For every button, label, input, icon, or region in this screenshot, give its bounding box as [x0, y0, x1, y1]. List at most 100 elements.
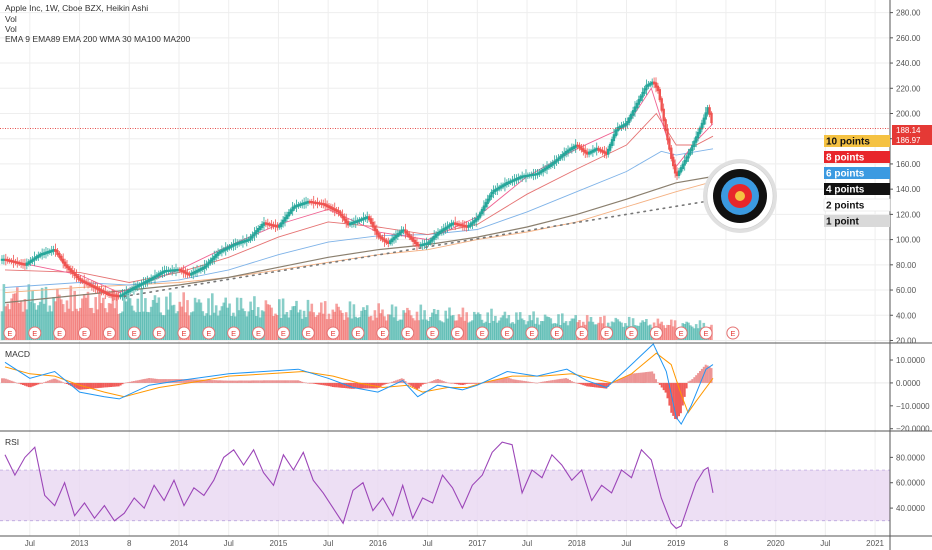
macd-hist-bar	[645, 372, 648, 383]
candle-body	[163, 270, 166, 273]
earnings-marker[interactable]	[152, 326, 166, 340]
volume-bar	[406, 307, 409, 340]
candle-body	[291, 206, 294, 212]
volume-bar	[666, 324, 669, 340]
volume-bar	[543, 314, 547, 340]
macd-hist-bar	[184, 379, 187, 383]
earnings-marker[interactable]	[624, 326, 638, 340]
macd-hist-bar	[305, 382, 307, 384]
earnings-marker[interactable]	[376, 326, 390, 340]
earnings-marker[interactable]	[28, 326, 42, 340]
volume-bar	[670, 319, 673, 340]
target-legend-label: 4 points	[826, 185, 865, 196]
earnings-marker[interactable]	[301, 326, 315, 340]
volume-bar	[170, 305, 174, 340]
volume-bar	[467, 322, 470, 340]
volume-bar	[471, 320, 474, 340]
earnings-marker[interactable]	[726, 326, 740, 340]
earnings-marker[interactable]	[699, 326, 713, 340]
macd-hist-bar	[341, 382, 344, 388]
candle-body	[635, 102, 639, 109]
candle-body	[100, 289, 103, 293]
candle-body	[260, 223, 264, 228]
candle-body	[274, 224, 277, 228]
earnings-marker[interactable]	[450, 326, 464, 340]
earnings-marker[interactable]	[127, 326, 141, 340]
candle-body	[266, 222, 269, 226]
candle-body	[102, 290, 105, 293]
earnings-marker[interactable]	[525, 326, 539, 340]
macd-hist-bar	[232, 380, 235, 383]
volume-bar	[58, 294, 61, 340]
ema200-line	[4, 175, 714, 304]
macd-pane[interactable]	[0, 343, 890, 426]
volume-bar	[532, 311, 535, 340]
macd-hist-bar	[20, 382, 23, 385]
rsi-y-tick-label: 40.0000	[896, 504, 925, 513]
candle-body	[664, 119, 667, 131]
candle-body	[629, 113, 633, 120]
earnings-marker[interactable]	[475, 326, 489, 340]
volume-bar	[337, 306, 340, 340]
candle-body	[492, 189, 495, 194]
earnings-marker[interactable]	[53, 326, 67, 340]
earnings-marker[interactable]	[550, 326, 564, 340]
macd-hist-bar	[293, 380, 296, 383]
macd-hist-bar	[50, 379, 53, 383]
earnings-marker[interactable]	[78, 326, 92, 340]
target-legend-swatch	[823, 198, 891, 212]
macd-hist-bar	[637, 372, 640, 383]
volume-bar	[637, 325, 641, 340]
earnings-marker[interactable]	[575, 326, 589, 340]
earnings-marker[interactable]	[202, 326, 216, 340]
candle-body	[40, 252, 44, 256]
volume-bar	[364, 310, 367, 340]
earnings-marker[interactable]	[177, 326, 191, 340]
volume-bar	[440, 321, 444, 340]
candle-body	[171, 269, 174, 272]
earnings-marker[interactable]	[276, 326, 290, 340]
candle-body	[369, 218, 373, 224]
macd-hist-bar	[580, 382, 583, 385]
earnings-marker[interactable]	[3, 326, 17, 340]
earnings-marker[interactable]	[326, 326, 340, 340]
macd-hist-bar	[29, 382, 32, 388]
candle-body	[119, 294, 122, 298]
volume-bar	[48, 305, 52, 340]
volume-bar	[16, 287, 19, 340]
x-tick-label: 2016	[369, 539, 387, 548]
earnings-marker[interactable]	[674, 326, 688, 340]
candle-body	[473, 219, 476, 224]
earnings-marker[interactable]	[401, 326, 415, 340]
earnings-marker[interactable]	[600, 326, 614, 340]
earnings-marker[interactable]	[426, 326, 440, 340]
volume-bar	[276, 315, 279, 340]
candle-body	[201, 266, 204, 270]
earnings-marker[interactable]	[500, 326, 514, 340]
macd-hist-bar	[16, 382, 19, 384]
volume-bar	[518, 312, 522, 340]
volume-bar	[392, 317, 396, 340]
earnings-marker[interactable]	[227, 326, 241, 340]
macd-hist-bar	[222, 380, 225, 383]
candle-body	[687, 152, 690, 159]
candle-body	[652, 81, 656, 85]
macd-hist-bar	[471, 382, 474, 384]
earnings-marker[interactable]	[649, 326, 663, 340]
earnings-marker[interactable]	[102, 326, 116, 340]
earnings-marker-label: E	[480, 329, 485, 338]
macd-y-tick-label: −10.0000	[896, 402, 930, 411]
macd-hist-bar	[547, 380, 550, 383]
rsi-pane[interactable]	[0, 441, 890, 530]
macd-hist-bar	[630, 373, 633, 383]
candle-body	[647, 83, 650, 87]
candle-body	[528, 174, 531, 177]
candle-body	[295, 204, 298, 208]
volume-bar	[56, 289, 59, 340]
earnings-marker[interactable]	[351, 326, 365, 340]
macd-hist-bar	[681, 382, 684, 406]
earnings-marker[interactable]	[252, 326, 266, 340]
candle-body	[545, 166, 549, 170]
